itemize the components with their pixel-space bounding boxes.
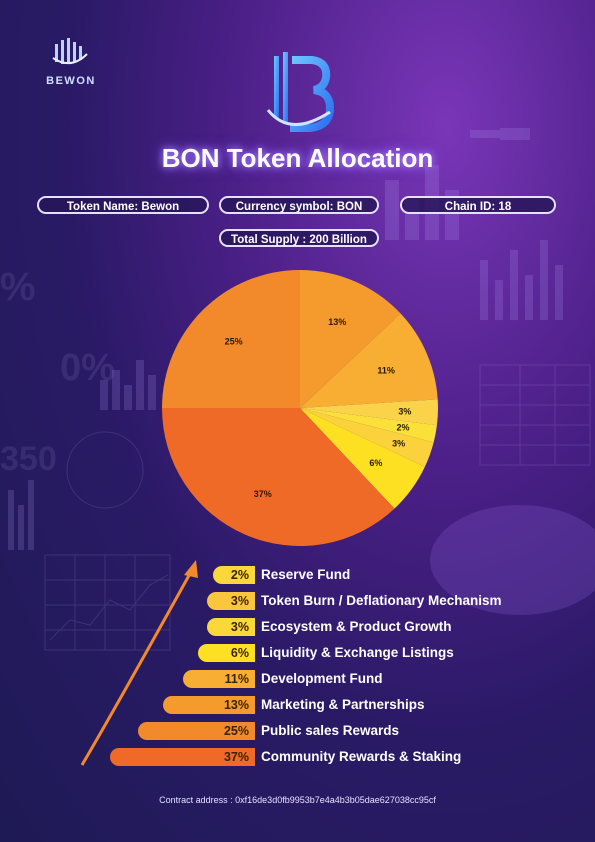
brand-logo: BEWON [42,36,100,87]
legend-percent: 37% [110,748,255,766]
legend-percent: 2% [213,566,255,584]
pie-slice-label: 2% [397,423,410,433]
pie-slice-label: 6% [369,458,382,468]
svg-text:%: % [0,265,36,309]
svg-text:350: 350 [0,440,57,478]
page-title: BON Token Allocation [161,143,434,173]
pie-slice-label: 11% [377,366,395,376]
pie-slice [300,399,438,426]
token-name-pill: Token Name: Bewon [37,196,209,214]
pie-slice-label: 13% [328,317,346,327]
svg-text:0%: 0% [60,347,115,389]
legend-item: 3% Token Burn / Deflationary Mechanism [0,592,595,610]
contract-address: Contract address : 0xf16de3d0fb9953b7e4a… [159,795,436,805]
legend-label: Reserve Fund [261,567,351,582]
legend-item: 3% Ecosystem & Product Growth [0,618,595,636]
pie-slice [300,313,438,408]
legend-item: 13% Marketing & Partnerships [0,696,595,714]
legend-percent: 13% [163,696,255,714]
legend-label: Marketing & Partnerships [261,697,425,712]
legend-item: 2% Reserve Fund [0,566,595,584]
brand-logo-icon [52,38,88,65]
legend-item: 11% Development Fund [0,670,595,688]
pie-slice [162,408,395,546]
legend-percent: 3% [207,618,255,636]
pie-slice [300,408,437,443]
brand-logo-text: BEWON [46,75,96,87]
pie-slice-label: 3% [392,439,405,449]
pie-slice [300,408,425,509]
pie-slice [300,408,434,467]
legend-label: Public sales Rewards [261,723,400,738]
legend-item: 25% Public sales Rewards [0,722,595,740]
legend-label: Development Fund [261,671,383,686]
legend-percent: 11% [183,670,255,688]
allocation-pie-chart: 13% 11% 3% 2% 3% 6% 37% 25% [162,270,438,546]
pie-slice-label: 25% [225,337,243,347]
legend-percent: 25% [138,722,255,740]
bon-logo-icon [266,52,335,132]
pie-slice-label: 37% [254,489,272,499]
pie-slice [162,270,300,408]
legend-label: Community Rewards & Staking [261,749,462,764]
legend-item: 6% Liquidity & Exchange Listings [0,644,595,662]
currency-symbol-pill: Currency symbol: BON [219,196,379,214]
legend-label: Liquidity & Exchange Listings [261,645,454,660]
chain-id-pill: Chain ID: 18 [400,196,556,214]
legend-label: Ecosystem & Product Growth [261,619,452,634]
legend-label: Token Burn / Deflationary Mechanism [261,593,502,608]
legend-percent: 6% [198,644,255,662]
pie-slice [300,270,401,408]
legend-item: 37% Community Rewards & Staking [0,748,595,766]
legend-percent: 3% [207,592,255,610]
pie-slice-label: 3% [398,406,411,416]
total-supply-pill: Total Supply : 200 Billion [219,229,379,247]
